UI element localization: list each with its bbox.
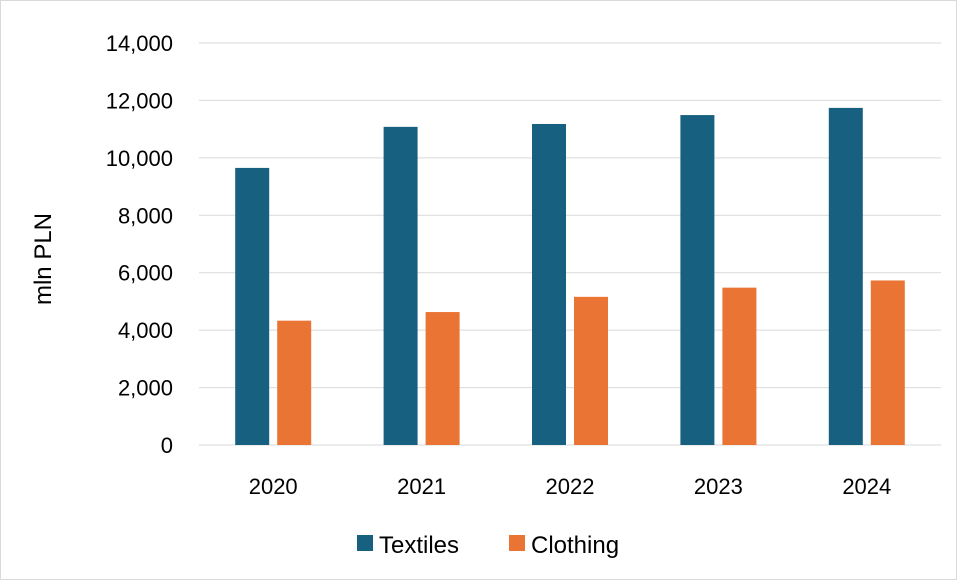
legend-swatch-clothing <box>509 535 525 551</box>
y-tick-label: 10,000 <box>106 146 173 171</box>
bars <box>235 107 905 446</box>
y-axis-title: mln PLN <box>30 213 57 305</box>
y-tick-label: 4,000 <box>118 318 173 343</box>
bar-clothing-2022 <box>574 296 608 445</box>
bar-textiles-2020 <box>235 167 270 445</box>
x-axis-tick-labels: 2020 2021 2022 2023 2024 <box>249 474 892 499</box>
bar-clothing-2024 <box>870 280 905 445</box>
bar-textiles-2023 <box>680 115 715 445</box>
y-tick-label: 6,000 <box>118 261 173 286</box>
x-tick-label: 2022 <box>546 474 595 499</box>
y-tick-label: 8,000 <box>118 203 173 228</box>
x-tick-label: 2024 <box>842 474 891 499</box>
x-tick-label: 2020 <box>249 474 298 499</box>
legend-label-clothing: Clothing <box>531 532 619 559</box>
bar-textiles-2021 <box>383 126 418 446</box>
y-tick-label: 2,000 <box>118 376 173 401</box>
legend-swatch-textiles <box>357 535 373 551</box>
y-tick-label: 14,000 <box>106 31 173 56</box>
legend: Textiles Clothing <box>357 532 619 559</box>
y-tick-label: 0 <box>161 433 173 458</box>
x-tick-label: 2021 <box>397 474 446 499</box>
bar-clothing-2023 <box>722 287 757 445</box>
gridlines <box>199 42 941 446</box>
legend-label-textiles: Textiles <box>379 532 459 559</box>
bar-clothing-2020 <box>277 320 312 445</box>
x-tick-label: 2023 <box>694 474 743 499</box>
y-axis-tick-labels: 0 2,000 4,000 6,000 8,000 10,000 12,000 14,000 <box>106 31 173 458</box>
bar-textiles-2024 <box>828 107 863 445</box>
bar-clothing-2021 <box>425 312 460 445</box>
bar-textiles-2022 <box>532 123 566 445</box>
y-tick-label: 12,000 <box>106 88 173 113</box>
